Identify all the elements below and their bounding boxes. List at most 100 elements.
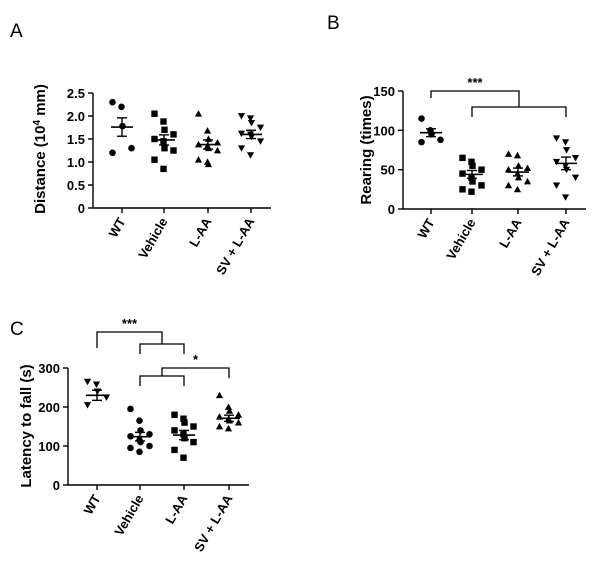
data-point (171, 411, 178, 418)
significance-label: * (193, 352, 199, 367)
y-tick-label: 0 (78, 201, 85, 216)
data-point (552, 182, 561, 189)
data-point (561, 194, 570, 201)
data-point (118, 103, 125, 111)
x-tick-label: SV + L-AA (191, 491, 236, 554)
data-point (215, 422, 224, 430)
data-point (127, 444, 134, 452)
data-point (513, 185, 522, 193)
data-point (215, 391, 224, 399)
data-point (468, 188, 475, 195)
x-tick-label: WT (80, 492, 103, 517)
data-point (256, 124, 265, 132)
data-point (562, 147, 571, 154)
data-point (180, 454, 187, 461)
data-point (109, 98, 116, 106)
data-point (109, 149, 116, 157)
y-tick-label: 50 (381, 163, 395, 178)
data-point (514, 162, 523, 169)
data-point (523, 164, 532, 171)
data-point (171, 427, 178, 434)
data-point (127, 405, 134, 413)
data-point (92, 381, 101, 388)
data-point (225, 407, 234, 414)
y-tick-label: 1.0 (67, 155, 85, 170)
data-point (571, 154, 580, 162)
data-point (514, 173, 523, 181)
data-point (459, 186, 466, 193)
y-tick-label: 100 (38, 439, 60, 454)
data-point (459, 154, 466, 162)
x-tick-label: SV + L-AA (528, 215, 573, 278)
data-point (171, 446, 178, 454)
x-tick-label: Vehicle (135, 215, 170, 261)
panel-letter-b: B (327, 13, 340, 34)
data-point (83, 378, 92, 386)
panel-a: A 0 0.5 1.0 1.5 2.0 2.5 Distance (104 mm) WT Veh… (10, 21, 271, 277)
significance-sub-bracket (139, 375, 185, 386)
data-point (469, 162, 476, 169)
data-point (194, 110, 203, 117)
data-point (478, 166, 485, 173)
data-point (418, 115, 425, 122)
y-axis-label: Latency to fall (s) (18, 364, 35, 487)
data-point (161, 126, 168, 133)
y-axis-label: Rearing (times) (358, 95, 375, 204)
y-tick-label: 100 (373, 123, 395, 138)
data-point (234, 411, 243, 418)
data-point (523, 177, 532, 185)
significance-label: *** (122, 316, 138, 331)
data-point (256, 138, 265, 145)
data-point (247, 120, 256, 127)
data-point (571, 174, 580, 182)
data-point (234, 419, 243, 426)
data-point (504, 166, 513, 173)
x-tick-label: SV + L-AA (213, 214, 258, 277)
data-point (151, 156, 158, 163)
data-point (552, 135, 561, 142)
data-point (136, 417, 143, 424)
data-point (146, 442, 153, 450)
data-point (478, 182, 485, 189)
data-point (504, 181, 513, 189)
data-point (224, 424, 233, 432)
x-tick-label: L-AA (186, 214, 215, 249)
data-point (128, 144, 135, 152)
y-tick-label: 300 (38, 361, 60, 376)
data-point (194, 156, 203, 163)
data-point (204, 160, 213, 168)
data-point (151, 110, 158, 117)
data-point (437, 136, 444, 144)
data-point (190, 423, 197, 430)
data-point (561, 139, 570, 146)
significance-bracket (161, 367, 230, 378)
data-point (237, 145, 246, 152)
y-axis-label: Distance (104 mm) (32, 84, 50, 214)
significance-label: *** (467, 75, 483, 90)
y-tick-label: 2.0 (67, 109, 85, 124)
data-point (469, 178, 476, 185)
data-point (160, 118, 167, 125)
y-tick-label: 150 (373, 84, 395, 99)
data-point (213, 146, 222, 154)
data-point (170, 147, 177, 154)
data-point (504, 150, 513, 157)
data-point (224, 403, 233, 410)
x-tick-label: Vehicle (443, 216, 478, 262)
data-point (418, 138, 425, 146)
data-point (151, 135, 158, 143)
data-point (468, 158, 475, 165)
data-point (170, 131, 177, 138)
data-point (552, 158, 561, 166)
data-point (190, 438, 197, 446)
x-tick-label: L-AA (162, 491, 191, 526)
x-tick-label: L-AA (496, 215, 525, 250)
y-tick-label: 2.5 (67, 86, 85, 101)
data-point (203, 127, 212, 134)
data-point (246, 152, 255, 159)
y-tick-label: 1.5 (67, 132, 85, 147)
panel-letter-a: A (10, 21, 23, 42)
